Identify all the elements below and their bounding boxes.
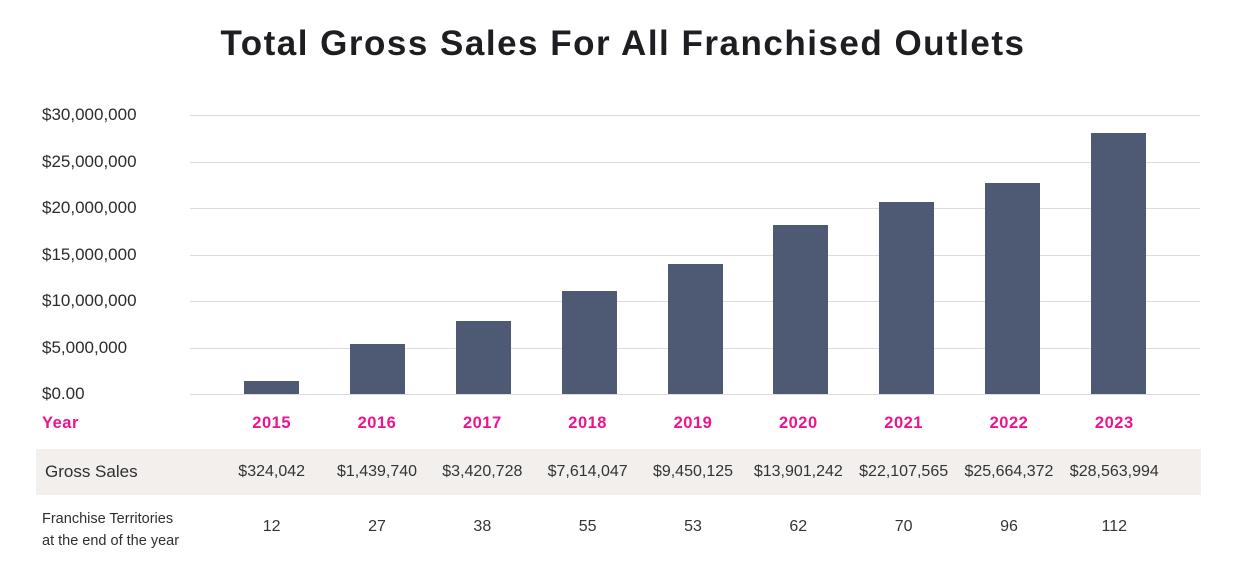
y-axis-tick-label: $25,000,000 bbox=[42, 151, 137, 171]
gross-sales-row-label: Gross Sales bbox=[45, 462, 138, 481]
bar-2020 bbox=[773, 224, 829, 394]
gross-sales-value: $13,901,242 bbox=[753, 463, 843, 480]
bar-column-2020 bbox=[748, 115, 854, 394]
year-value: 2020 bbox=[778, 414, 818, 432]
bar-2019 bbox=[667, 263, 723, 394]
bar-2022 bbox=[984, 182, 1040, 394]
bar-2015 bbox=[244, 380, 300, 394]
territories-values-row: 12 27 38 55 53 62 70 96 112 bbox=[219, 513, 1167, 541]
year-row-label: Year bbox=[42, 414, 79, 432]
year-value: 2022 bbox=[989, 414, 1029, 432]
territory-value: 27 bbox=[368, 518, 386, 535]
gridline bbox=[190, 254, 1200, 256]
territory-value: 53 bbox=[684, 518, 702, 535]
gross-sales-row-background bbox=[36, 449, 1201, 495]
territory-value: 112 bbox=[1101, 518, 1128, 535]
territories-row-label: Franchise Territories at the end of the … bbox=[42, 509, 179, 553]
y-axis-tick-label: $20,000,000 bbox=[42, 198, 137, 217]
territory-value: 55 bbox=[578, 518, 597, 535]
gross-sales-value: $3,420,728 bbox=[442, 463, 523, 480]
territory-value: 38 bbox=[473, 518, 492, 535]
bar-2017 bbox=[455, 321, 511, 394]
territory-value: 12 bbox=[262, 518, 281, 535]
bar-column-2015 bbox=[219, 115, 325, 394]
gross-sales-value: $9,450,125 bbox=[652, 463, 734, 480]
gross-sales-values-row: $324,042 $1,439,740 $3,420,728 $7,614,047 $9… bbox=[219, 449, 1167, 495]
bar-2018 bbox=[561, 290, 617, 394]
year-value: 2021 bbox=[884, 414, 923, 432]
gross-sales-value: $324,042 bbox=[238, 463, 306, 480]
gridline bbox=[190, 161, 1200, 163]
territory-value: 96 bbox=[1000, 518, 1018, 535]
territories-label-line1: Franchise Territories bbox=[42, 511, 174, 527]
territories-label-line2: at the end of the year bbox=[42, 532, 180, 549]
bar-column-2019 bbox=[642, 115, 748, 394]
gross-sales-value: $1,439,740 bbox=[336, 463, 418, 480]
bar-column-2023 bbox=[1065, 115, 1171, 394]
year-value: 2015 bbox=[252, 414, 292, 432]
gridline bbox=[190, 394, 1200, 395]
y-axis: $30,000,000 $25,000,000 $20,000,000 $15,000… bbox=[42, 105, 187, 403]
bar-column-2021 bbox=[854, 115, 960, 394]
gross-sales-value: $22,107,565 bbox=[859, 463, 949, 480]
bar-2016 bbox=[350, 343, 406, 394]
bar-column-2016 bbox=[325, 115, 431, 394]
year-value: 2019 bbox=[673, 414, 713, 432]
gross-sales-value: $25,664,372 bbox=[964, 463, 1054, 480]
gross-sales-value: $28,563,994 bbox=[1069, 463, 1159, 480]
territory-value: 70 bbox=[894, 518, 913, 535]
year-value: 2017 bbox=[462, 414, 502, 432]
y-axis-tick-label: $30,000,000 bbox=[42, 105, 137, 124]
bar-column-2018 bbox=[536, 115, 642, 394]
y-axis-tick-label: $5,000,000 bbox=[42, 337, 128, 357]
chart-title: Total Gross Sales For All Franchised Out… bbox=[220, 24, 1026, 63]
year-value: 2016 bbox=[357, 414, 397, 432]
year-value: 2023 bbox=[1094, 414, 1134, 432]
bar-2023 bbox=[1090, 132, 1146, 394]
territory-value: 62 bbox=[789, 518, 808, 535]
y-axis-tick-label: $0.00 bbox=[42, 384, 85, 403]
gridline bbox=[190, 115, 1200, 116]
bar-column-2017 bbox=[431, 115, 537, 394]
y-axis-tick-label: $15,000,000 bbox=[42, 244, 137, 264]
bars bbox=[219, 115, 1171, 394]
bar-column-2022 bbox=[959, 115, 1065, 394]
bar-2021 bbox=[879, 202, 935, 394]
year-value: 2018 bbox=[568, 414, 607, 432]
gridline bbox=[190, 208, 1200, 209]
gross-sales-value: $7,614,047 bbox=[547, 463, 628, 480]
year-values-row: 2015 2016 2017 2018 2019 2020 2021 2022 2023 bbox=[219, 414, 1167, 433]
y-axis-tick-label: $10,000,000 bbox=[42, 291, 137, 310]
bar-chart-plot-area bbox=[190, 115, 1200, 395]
